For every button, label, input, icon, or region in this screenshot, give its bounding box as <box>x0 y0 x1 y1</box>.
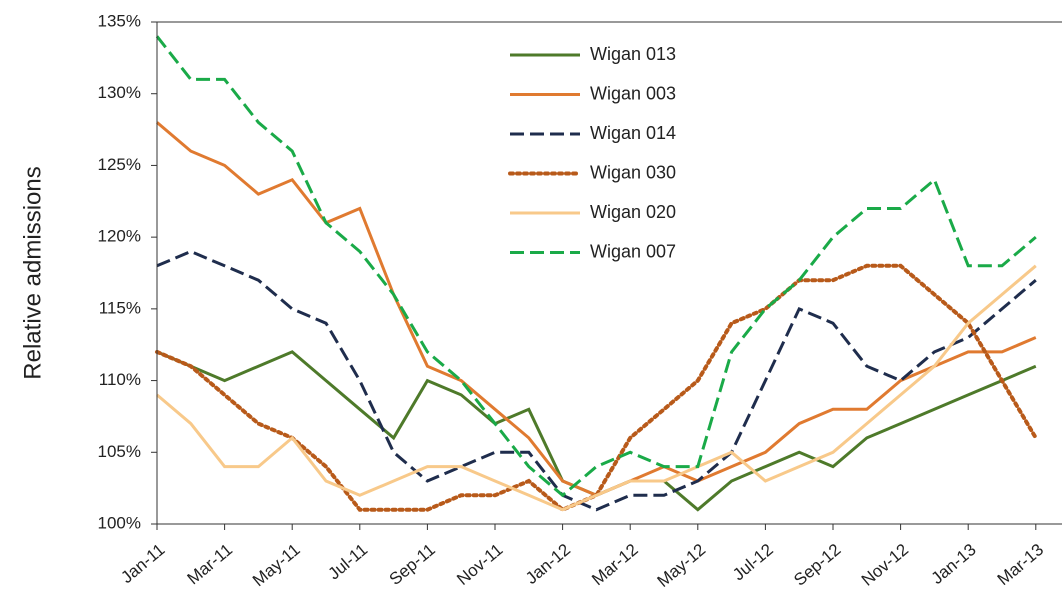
x-tick-label: Mar-11 <box>184 540 237 588</box>
x-tick-label: Jan-12 <box>522 540 574 588</box>
y-tick-label: 105% <box>98 442 141 461</box>
x-tick-label: Sep-12 <box>790 540 844 590</box>
x-tick-label: May-12 <box>654 540 710 591</box>
x-tick-label: Jul-12 <box>729 540 777 584</box>
legend-label: Wigan 003 <box>590 83 676 103</box>
series-line <box>156 249 1037 512</box>
x-tick-label: Nov-12 <box>858 540 912 590</box>
y-tick-label: 135% <box>98 11 141 30</box>
x-tick-label: Jul-11 <box>325 540 372 584</box>
legend-label: Wigan 030 <box>590 162 676 182</box>
legend-label: Wigan 007 <box>590 241 676 261</box>
legend-label: Wigan 013 <box>590 44 676 64</box>
series-line <box>156 264 1037 512</box>
y-tick-label: 115% <box>99 298 141 317</box>
y-tick-label: 110% <box>99 370 141 389</box>
x-tick-label: Jan-13 <box>928 540 980 588</box>
x-tick-label: May-11 <box>249 540 304 590</box>
x-tick-label: Nov-11 <box>453 540 506 589</box>
x-tick-label: Mar-13 <box>994 540 1047 589</box>
series-line <box>156 350 1037 512</box>
legend-label: Wigan 014 <box>590 123 676 143</box>
y-tick-label: 125% <box>98 155 141 174</box>
x-tick-label: Mar-12 <box>588 540 641 589</box>
x-tick-label: Jan-11 <box>117 540 168 587</box>
y-tick-label: 120% <box>98 227 141 246</box>
x-tick-label: Sep-11 <box>386 540 439 589</box>
series-line <box>155 35 1037 498</box>
y-tick-label: 100% <box>98 513 141 532</box>
y-axis-label: Relative admissions <box>19 166 46 379</box>
y-tick-label: 130% <box>98 83 141 102</box>
series-line <box>155 263 1038 513</box>
legend-label: Wigan 020 <box>590 202 676 222</box>
